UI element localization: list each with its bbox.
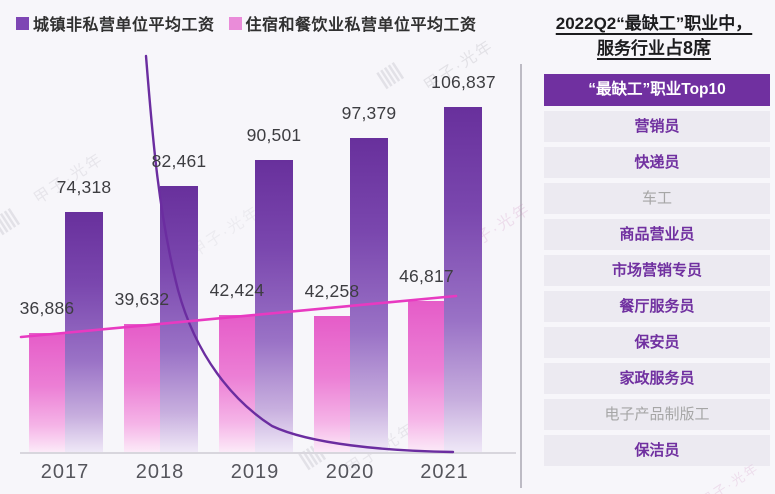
occupation-list: “最缺工”职业Top10 营销员快递员车工商品营业员市场营销专员 餐厅服务员保安员… xyxy=(544,74,770,466)
bar-urban-nonprivate-2019 xyxy=(254,160,293,453)
value-label-nonprivate-2019: 90,501 xyxy=(246,125,302,145)
value-label-catering-2021: 46,817 xyxy=(399,266,454,287)
bar-urban-nonprivate-2018 xyxy=(159,185,198,453)
occupation-row: 市场营销专员 xyxy=(544,255,770,286)
bar-catering-private-2017 xyxy=(28,333,65,453)
wage-chart-section: 城镇非私营单位平均工资 住宿和餐饮业私营单位平均工资 甲子·光年 ||||| 甲… xyxy=(0,11,534,483)
value-label-nonprivate-2021: 106,837 xyxy=(431,72,496,93)
occupation-row: 电子产品制版工 xyxy=(544,399,770,430)
x-tick-2019: 2019 xyxy=(230,461,280,483)
occupation-row: 餐厅服务员 xyxy=(544,291,770,322)
occupation-row: 保安员 xyxy=(544,327,770,358)
x-tick-2021: 2021 xyxy=(420,461,469,483)
bar-catering-private-2018 xyxy=(123,324,160,453)
bar-catering-private-2020 xyxy=(313,315,350,453)
x-axis-line xyxy=(20,452,516,454)
legend-label-catering: 住宿和餐饮业私营单位平均工资 xyxy=(245,17,477,34)
value-label-catering-2019: 42,424 xyxy=(209,280,265,301)
x-tick-2018: 2018 xyxy=(135,461,185,483)
pink-swatch-icon xyxy=(228,16,242,30)
top10-panel: 2022Q2“最缺工”职业中， 服务行业占8席 “最缺工”职业Top10 营销员… xyxy=(536,12,772,494)
occupation-row: 保洁员 xyxy=(544,435,770,466)
panel-title: 2022Q2“最缺工”职业中， 服务行业占8席 xyxy=(536,12,772,61)
panel-title-line2-bold: 占8席 xyxy=(664,38,711,58)
occupation-row: 营销员 xyxy=(544,111,770,142)
value-label-catering-2018: 39,632 xyxy=(114,289,170,310)
value-label-nonprivate-2017: 74,318 xyxy=(56,177,112,198)
bar-catering-private-2019 xyxy=(218,315,255,453)
occupation-list-header: “最缺工”职业Top10 xyxy=(544,74,770,106)
bar-catering-private-2021 xyxy=(408,301,444,453)
occupation-row: 商品营业员 xyxy=(544,219,770,250)
x-tick-2020: 2020 xyxy=(325,461,375,483)
legend-item-nonprivate: 城镇非私营单位平均工资 xyxy=(16,11,215,35)
panel-title-line1: 2022Q2“最缺工”职业中， xyxy=(555,14,753,33)
bar-urban-nonprivate-2017 xyxy=(64,212,103,453)
occupation-row: 车工 xyxy=(544,183,770,214)
bar-chart-plot: 36,886 74,318 2017 39,632 82,461 2018 42,424 90… xyxy=(19,72,496,483)
occupation-row: 快递员 xyxy=(544,147,770,178)
value-label-catering-2017: 36,886 xyxy=(19,298,75,319)
purple-swatch-icon xyxy=(16,16,29,30)
chart-legend: 城镇非私营单位平均工资 住宿和餐饮业私营单位平均工资 xyxy=(16,11,477,35)
panel-title-line2: 服务行业 xyxy=(596,39,665,58)
x-tick-2017: 2017 xyxy=(40,461,90,483)
legend-label-nonprivate: 城镇非私营单位平均工资 xyxy=(33,17,215,34)
value-label-catering-2020: 42,258 xyxy=(304,280,360,301)
vertical-divider xyxy=(520,64,522,488)
legend-item-catering: 住宿和餐饮业私营单位平均工资 xyxy=(228,11,477,35)
value-label-nonprivate-2020: 97,379 xyxy=(341,102,397,123)
value-label-nonprivate-2018: 82,461 xyxy=(151,150,207,171)
occupation-row: 家政服务员 xyxy=(544,363,770,394)
